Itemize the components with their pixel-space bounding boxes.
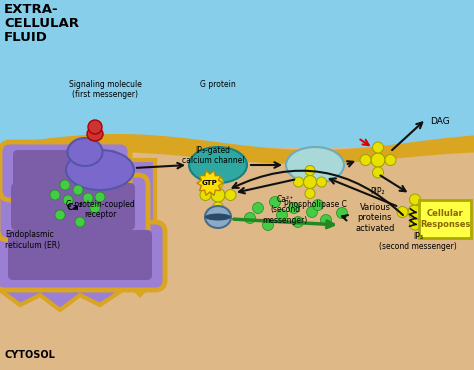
Text: Ca²⁺
(second
messenger): Ca²⁺ (second messenger) <box>263 195 308 225</box>
Text: IP₃
(second messenger): IP₃ (second messenger) <box>379 232 457 251</box>
Circle shape <box>410 194 420 205</box>
Circle shape <box>276 209 288 221</box>
Polygon shape <box>0 134 474 164</box>
Circle shape <box>245 212 255 223</box>
Ellipse shape <box>189 147 247 183</box>
FancyBboxPatch shape <box>13 150 117 190</box>
Text: Phospholipase C: Phospholipase C <box>283 200 346 209</box>
Circle shape <box>422 206 433 218</box>
Circle shape <box>410 219 420 230</box>
Polygon shape <box>197 171 223 195</box>
Ellipse shape <box>66 150 134 190</box>
Circle shape <box>50 190 60 200</box>
Polygon shape <box>0 160 155 310</box>
Circle shape <box>55 210 65 220</box>
Circle shape <box>320 215 331 225</box>
Text: Endoplasmic
reticulum (ER): Endoplasmic reticulum (ER) <box>5 230 60 250</box>
Ellipse shape <box>286 147 344 183</box>
Text: G protein: G protein <box>200 80 236 89</box>
Circle shape <box>385 155 396 165</box>
Circle shape <box>371 153 385 167</box>
Text: IP₃-gated
calcium channel: IP₃-gated calcium channel <box>182 146 244 165</box>
Circle shape <box>312 199 323 211</box>
Text: Ca²: Ca² <box>67 204 83 212</box>
FancyBboxPatch shape <box>0 175 148 240</box>
Circle shape <box>212 202 224 213</box>
FancyBboxPatch shape <box>8 230 152 280</box>
Text: G protein-coupled
receptor: G protein-coupled receptor <box>65 200 134 219</box>
Circle shape <box>337 208 347 219</box>
Text: PIP₂: PIP₂ <box>371 187 385 196</box>
Circle shape <box>289 202 300 213</box>
Circle shape <box>397 206 408 218</box>
FancyBboxPatch shape <box>0 222 165 290</box>
FancyBboxPatch shape <box>11 183 135 230</box>
Circle shape <box>88 120 102 134</box>
Circle shape <box>305 165 315 175</box>
Circle shape <box>75 217 85 227</box>
Text: EXTRA-
CELLULAR
FLUID: EXTRA- CELLULAR FLUID <box>4 3 79 44</box>
Circle shape <box>292 216 303 228</box>
Text: GTP: GTP <box>202 180 218 186</box>
Ellipse shape <box>205 206 231 228</box>
Circle shape <box>373 167 383 178</box>
Circle shape <box>225 189 236 201</box>
Text: DAG: DAG <box>430 118 450 127</box>
Circle shape <box>63 195 73 205</box>
Text: Various
proteins
activated: Various proteins activated <box>356 203 395 233</box>
Bar <box>0 0 474 148</box>
Text: Cellular
Responses: Cellular Responses <box>420 209 470 229</box>
Circle shape <box>200 189 211 201</box>
Bar <box>0 148 474 370</box>
Circle shape <box>83 193 93 203</box>
Circle shape <box>253 202 264 213</box>
Circle shape <box>263 219 273 231</box>
Circle shape <box>211 188 225 202</box>
Circle shape <box>90 203 100 213</box>
Circle shape <box>95 192 105 202</box>
Circle shape <box>270 196 281 208</box>
Circle shape <box>73 185 83 195</box>
Circle shape <box>305 188 315 198</box>
Circle shape <box>303 175 317 188</box>
Text: CYTOSOL: CYTOSOL <box>5 350 56 360</box>
Ellipse shape <box>87 127 103 141</box>
Circle shape <box>212 177 224 188</box>
Circle shape <box>293 177 303 187</box>
Circle shape <box>360 155 371 165</box>
Ellipse shape <box>205 213 231 221</box>
Circle shape <box>408 205 422 219</box>
FancyBboxPatch shape <box>419 200 471 238</box>
Circle shape <box>317 177 327 187</box>
Text: Signaling molecule
(first messenger): Signaling molecule (first messenger) <box>69 80 141 100</box>
Circle shape <box>373 142 383 153</box>
Circle shape <box>60 180 70 190</box>
Circle shape <box>307 206 318 218</box>
FancyBboxPatch shape <box>0 142 130 200</box>
Ellipse shape <box>67 138 102 166</box>
